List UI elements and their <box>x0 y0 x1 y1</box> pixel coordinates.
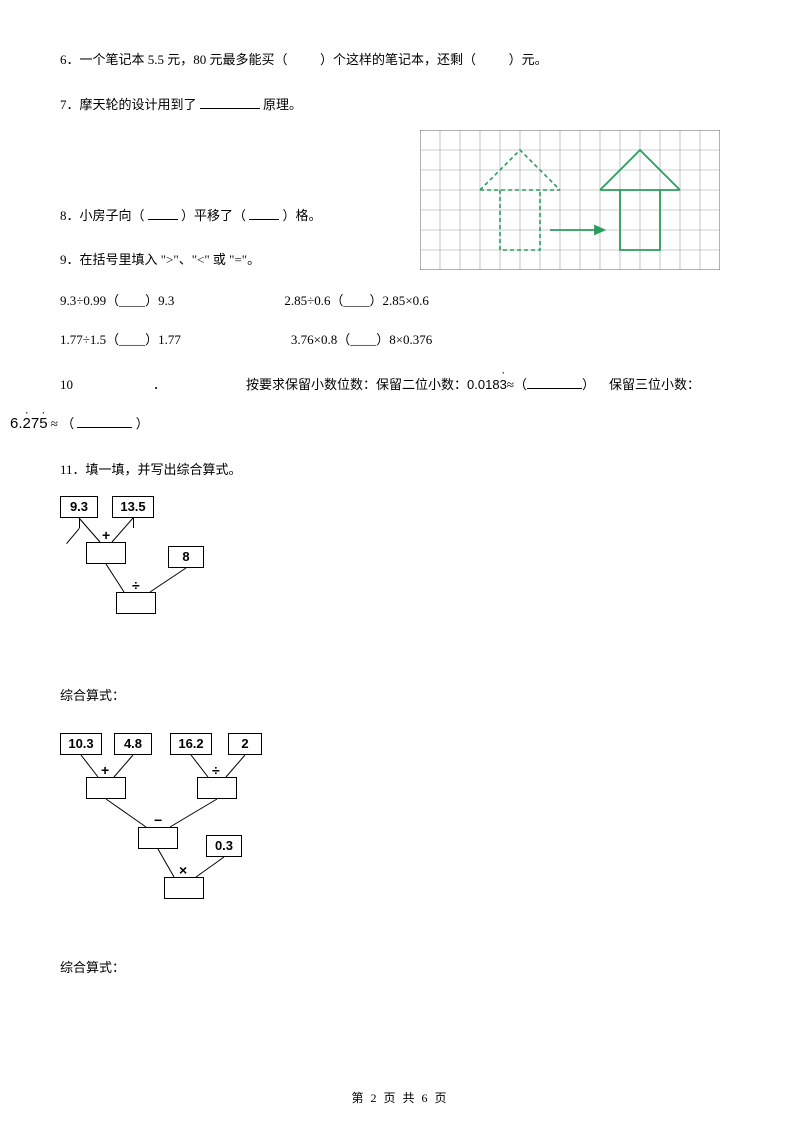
q8-text-a: 8．小房子向（ <box>60 208 145 223</box>
q7-text-b: 原理。 <box>263 97 302 112</box>
q8-text-b: ）平移了（ <box>181 208 246 223</box>
q9-r2b: 3.76×0.8（____）8×0.376 <box>291 330 432 351</box>
q8-blank-1 <box>148 206 178 220</box>
grid-svg <box>420 130 720 270</box>
d1-box-result2 <box>116 592 156 614</box>
q8-blank-2 <box>249 206 279 220</box>
q10-e: ） <box>582 375 595 396</box>
q6-text-b: ）个这样的笔记本，还剩（ <box>320 52 476 67</box>
q10-num2d: 5 <box>39 415 47 432</box>
q10-num1a: 0.018 <box>467 375 500 396</box>
q7-text-a: 7．摩天轮的设计用到了 <box>60 97 197 112</box>
diagram-2: 10.3 4.8 16.2 2 + ÷ − 0.3 × <box>60 733 740 928</box>
d2-box-r4 <box>164 877 204 899</box>
q9-r2a: 1.77÷1.5（____）1.77 <box>60 330 181 351</box>
q10-blank-2 <box>77 414 132 428</box>
q10-num1b: 3 <box>500 375 507 396</box>
d2-box-r2 <box>197 777 237 799</box>
d1-box-result1 <box>86 542 126 564</box>
q10-h: ） <box>136 416 149 431</box>
q6-blank-1 <box>291 52 317 67</box>
diagram-1: 9.3 13.5 + 8 ÷ <box>60 496 740 646</box>
q10-g: （ <box>61 416 74 431</box>
q6-text-c: ）元。 <box>509 52 548 67</box>
q9-r1b: 2.85÷0.6（____）2.85×0.6 <box>284 291 428 312</box>
question-7: 7．摩天轮的设计用到了 原理。 <box>60 95 740 116</box>
q6-text-a: 6．一个笔记本 5.5 元，80 元最多能买（ <box>60 52 288 67</box>
question-11: 11．填一填，并写出综合算式。 9.3 13.5 + 8 ÷ 综合算式： 10.… <box>60 460 740 979</box>
q8-text-c: ）格。 <box>283 208 322 223</box>
q11-intro: 11．填一填，并写出综合算式。 <box>60 460 740 481</box>
q9-row-1: 9.3÷0.99（____）9.3 2.85÷0.6（____）2.85×0.6 <box>60 291 740 312</box>
q9-row-2: 1.77÷1.5（____）1.77 3.76×0.8（____）8×0.376 <box>60 330 740 351</box>
question-6: 6．一个笔记本 5.5 元，80 元最多能买（ ）个这样的笔记本，还剩（ ）元。 <box>60 50 740 71</box>
q11-label-2: 综合算式： <box>60 958 740 979</box>
q10-c: 按要求保留小数位数：保留二位小数： <box>246 375 467 396</box>
grid-house-figure <box>420 130 720 277</box>
q10-num2c: 7 <box>31 415 39 432</box>
question-10-line2: 6.275 ≈ （ ） <box>10 412 740 436</box>
q9-r1a: 9.3÷0.99（____）9.3 <box>60 291 174 312</box>
q10-d: （ <box>514 375 527 396</box>
question-10: 10 ． 按要求保留小数位数：保留二位小数： 0.0183 ≈ （ ） 保留三位… <box>60 375 740 396</box>
q10-f: 保留三位小数： <box>609 375 700 396</box>
d2-box-r1 <box>86 777 126 799</box>
d2-box-5: 0.3 <box>206 835 242 857</box>
page-footer: 第 2 页 共 6 页 <box>0 1089 800 1108</box>
q6-blank-2 <box>479 52 505 67</box>
q10-approx2: ≈ <box>51 416 58 431</box>
d2-box-r3 <box>138 827 178 849</box>
q10-num2a: 6. <box>10 415 23 432</box>
q10-blank-1 <box>527 375 582 389</box>
q10-dot: ． <box>153 375 166 396</box>
q10-num2b: 2 <box>23 415 31 432</box>
q7-blank <box>200 95 260 109</box>
q11-label-1: 综合算式： <box>60 686 740 707</box>
d1-box-3: 8 <box>168 546 204 568</box>
q10-approx1: ≈ <box>507 375 514 396</box>
q10-num: 10 <box>60 375 73 396</box>
